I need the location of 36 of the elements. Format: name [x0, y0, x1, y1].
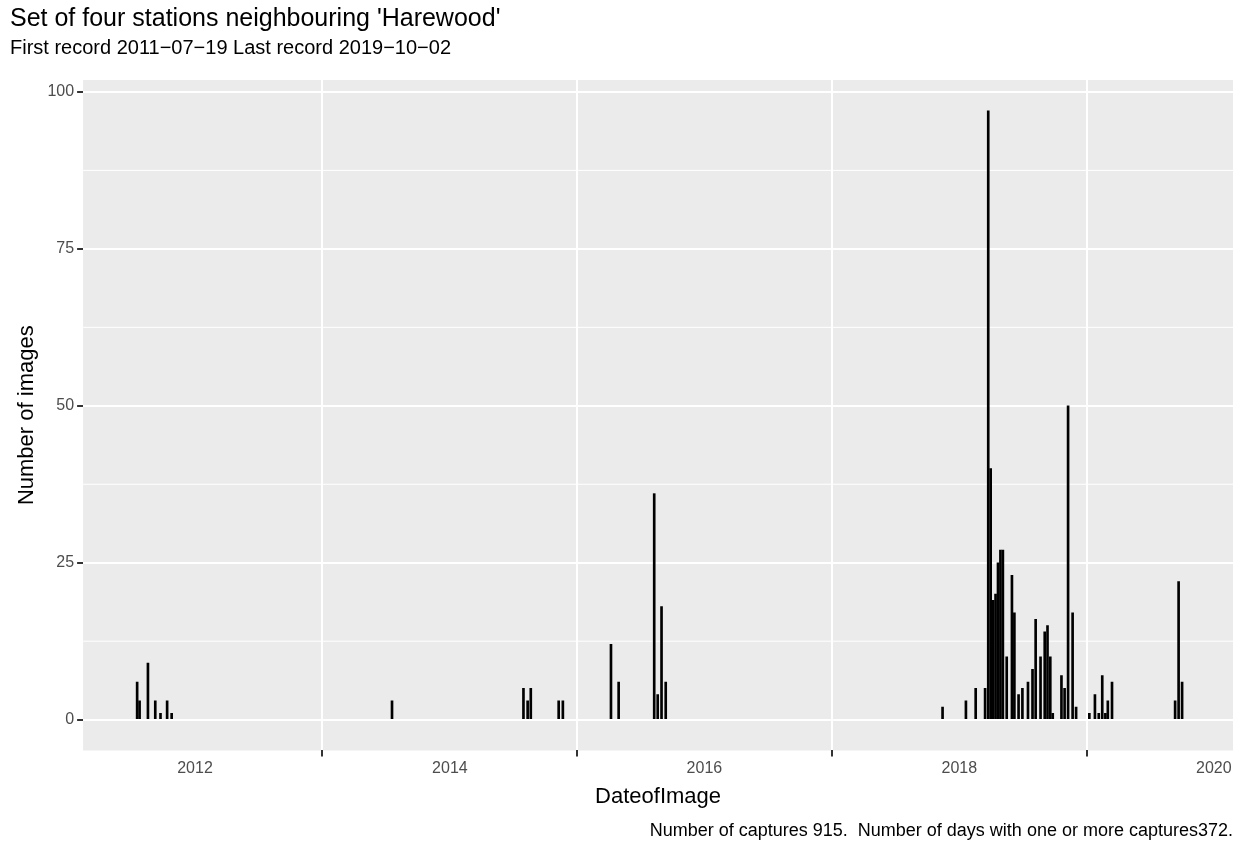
bar	[941, 706, 944, 719]
y-tick-label: 25	[56, 553, 75, 571]
bar	[1046, 625, 1049, 719]
y-tick-label: 50	[56, 396, 75, 414]
text: Number of captures 915. Number of days with one or more captures372.	[649, 820, 1233, 840]
x-tick-label: 2012	[177, 759, 213, 777]
bar	[529, 687, 533, 719]
y-tick-label: 75	[56, 239, 75, 257]
x-tick-label: 2018	[941, 759, 978, 777]
bar	[1071, 612, 1074, 719]
bar	[1060, 675, 1063, 719]
x-tick-label: 2020	[1196, 759, 1232, 777]
bar	[986, 110, 990, 719]
bar	[522, 687, 525, 719]
bar	[652, 493, 656, 719]
bar	[1177, 581, 1180, 719]
bar	[1034, 618, 1037, 719]
y-axis-title: Number of images	[13, 325, 39, 506]
bar	[557, 700, 561, 719]
bar	[153, 700, 157, 719]
bar	[660, 606, 663, 719]
x-tick-label: 2016	[686, 759, 723, 777]
bar	[1021, 687, 1024, 719]
chart-subtitle: First record 2011−07−19 Last record 2019−10−02	[10, 35, 452, 58]
bar	[1100, 675, 1104, 719]
bar	[974, 687, 978, 719]
bar	[1088, 713, 1091, 719]
x-axis-title: DateofImage	[595, 782, 722, 808]
bar	[1106, 700, 1110, 719]
bar	[170, 713, 173, 719]
y-tick-label: 100	[47, 82, 75, 100]
chart-title: Set of four stations neighbouring 'Harewood'	[10, 2, 501, 31]
bar	[159, 713, 162, 719]
x-tick-label: 2014	[432, 759, 468, 777]
y-tick-label: 0	[65, 710, 75, 728]
bar	[617, 681, 620, 719]
